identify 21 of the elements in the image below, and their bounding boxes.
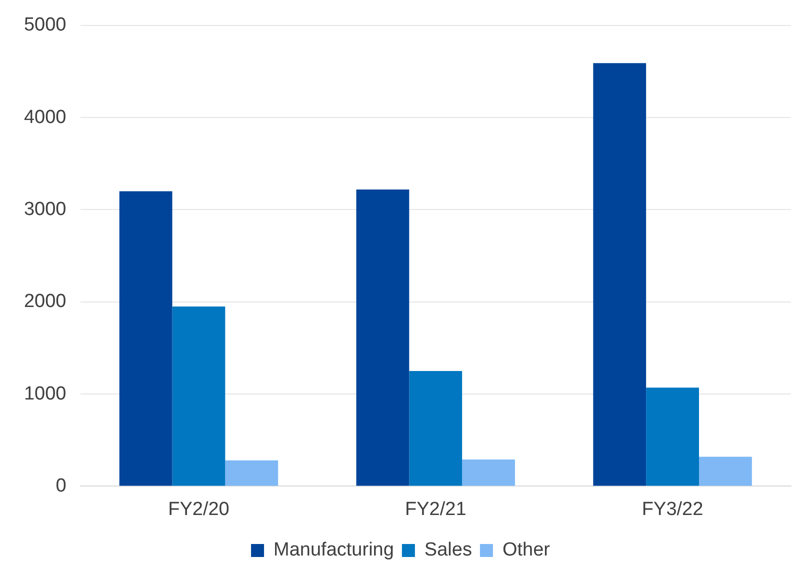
bar — [356, 189, 410, 486]
y-tick-label: 5000 — [24, 14, 66, 36]
legend-label: Sales — [424, 540, 472, 561]
bar — [225, 460, 278, 486]
y-tick-label: 4000 — [24, 106, 66, 128]
y-tick-label: 1000 — [24, 383, 66, 404]
bar — [409, 371, 462, 486]
y-tick-label: 3000 — [24, 198, 66, 220]
x-tick-label: FY2/20 — [168, 498, 230, 520]
bar — [646, 388, 699, 486]
x-tick-label: FY3/22 — [642, 498, 704, 520]
y-tick-label: 0 — [56, 475, 66, 496]
y-tick-label: 2000 — [24, 291, 66, 312]
legend-label: Manufacturing — [274, 540, 394, 561]
bar — [119, 191, 172, 486]
bar — [462, 459, 515, 486]
bar — [593, 63, 646, 486]
legend-label: Other — [502, 540, 551, 561]
x-tick-label: FY2/21 — [405, 498, 466, 520]
bar — [699, 456, 752, 486]
bar — [172, 306, 226, 486]
